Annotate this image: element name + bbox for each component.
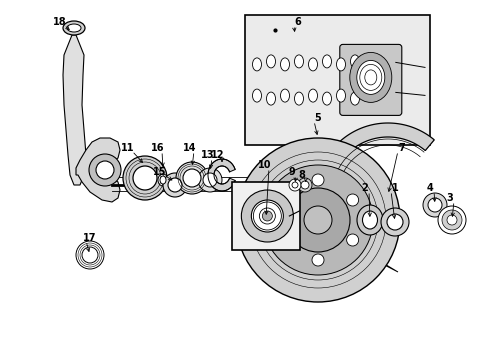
Text: 8: 8	[298, 170, 305, 180]
Circle shape	[291, 182, 297, 188]
Ellipse shape	[266, 92, 275, 105]
Text: 12: 12	[211, 150, 224, 160]
Ellipse shape	[350, 55, 359, 68]
Ellipse shape	[266, 55, 275, 68]
Circle shape	[446, 215, 456, 225]
Circle shape	[285, 188, 349, 252]
Text: 13: 13	[201, 150, 214, 160]
Polygon shape	[63, 35, 86, 185]
Text: 7: 7	[398, 143, 405, 153]
Text: 1: 1	[391, 183, 398, 193]
Ellipse shape	[63, 21, 85, 35]
Circle shape	[346, 194, 358, 206]
Circle shape	[253, 202, 281, 230]
Circle shape	[422, 193, 446, 217]
Circle shape	[241, 190, 293, 242]
Ellipse shape	[364, 70, 376, 85]
Ellipse shape	[322, 55, 331, 68]
Text: 15: 15	[153, 167, 166, 177]
Ellipse shape	[158, 174, 168, 186]
Circle shape	[163, 173, 186, 197]
Text: 2: 2	[361, 183, 367, 193]
Ellipse shape	[252, 58, 261, 71]
Text: 17: 17	[83, 233, 97, 243]
Text: 9: 9	[288, 167, 295, 177]
Bar	[231, 182, 299, 250]
Ellipse shape	[294, 55, 303, 68]
Ellipse shape	[336, 89, 345, 102]
Circle shape	[346, 234, 358, 246]
Circle shape	[311, 254, 324, 266]
Polygon shape	[315, 123, 433, 236]
Polygon shape	[76, 138, 120, 202]
Circle shape	[89, 154, 121, 186]
Text: 14: 14	[183, 143, 196, 153]
Ellipse shape	[349, 53, 391, 102]
Circle shape	[443, 212, 459, 228]
Ellipse shape	[356, 60, 384, 94]
Circle shape	[304, 206, 331, 234]
Circle shape	[203, 173, 217, 187]
Circle shape	[96, 161, 114, 179]
Bar	[244, 15, 429, 145]
Circle shape	[176, 162, 207, 194]
Ellipse shape	[350, 92, 359, 105]
Circle shape	[198, 168, 222, 192]
Ellipse shape	[294, 92, 303, 105]
Circle shape	[76, 241, 104, 269]
Circle shape	[251, 200, 283, 232]
Text: 6: 6	[294, 17, 301, 27]
Text: 18: 18	[53, 17, 67, 27]
Circle shape	[277, 194, 289, 206]
Ellipse shape	[322, 92, 331, 105]
Circle shape	[259, 208, 275, 224]
Circle shape	[380, 208, 408, 236]
Ellipse shape	[252, 89, 261, 102]
Circle shape	[133, 166, 157, 190]
Ellipse shape	[356, 205, 382, 235]
Ellipse shape	[160, 176, 165, 184]
Ellipse shape	[308, 58, 317, 71]
Circle shape	[236, 138, 399, 302]
Circle shape	[183, 169, 201, 187]
Circle shape	[123, 156, 167, 200]
Text: 11: 11	[121, 143, 135, 153]
Text: 10: 10	[258, 160, 271, 170]
Ellipse shape	[280, 58, 289, 71]
Ellipse shape	[336, 58, 345, 71]
Ellipse shape	[67, 24, 81, 32]
Text: 3: 3	[446, 193, 452, 203]
Ellipse shape	[359, 64, 381, 90]
Polygon shape	[207, 159, 235, 191]
Circle shape	[82, 247, 98, 263]
Text: 16: 16	[151, 143, 164, 153]
Text: 4: 4	[426, 183, 432, 193]
Circle shape	[263, 165, 372, 275]
Circle shape	[427, 198, 441, 212]
Ellipse shape	[308, 89, 317, 102]
Circle shape	[277, 234, 289, 246]
Circle shape	[301, 181, 308, 189]
FancyBboxPatch shape	[339, 44, 401, 116]
Circle shape	[437, 206, 465, 234]
Ellipse shape	[362, 211, 377, 229]
Ellipse shape	[280, 89, 289, 102]
Circle shape	[262, 211, 272, 221]
Circle shape	[168, 178, 182, 192]
Circle shape	[441, 210, 461, 230]
Circle shape	[311, 174, 324, 186]
Circle shape	[297, 178, 311, 192]
Circle shape	[288, 179, 301, 191]
Circle shape	[386, 214, 402, 230]
Text: 5: 5	[314, 113, 321, 123]
Polygon shape	[328, 228, 397, 272]
